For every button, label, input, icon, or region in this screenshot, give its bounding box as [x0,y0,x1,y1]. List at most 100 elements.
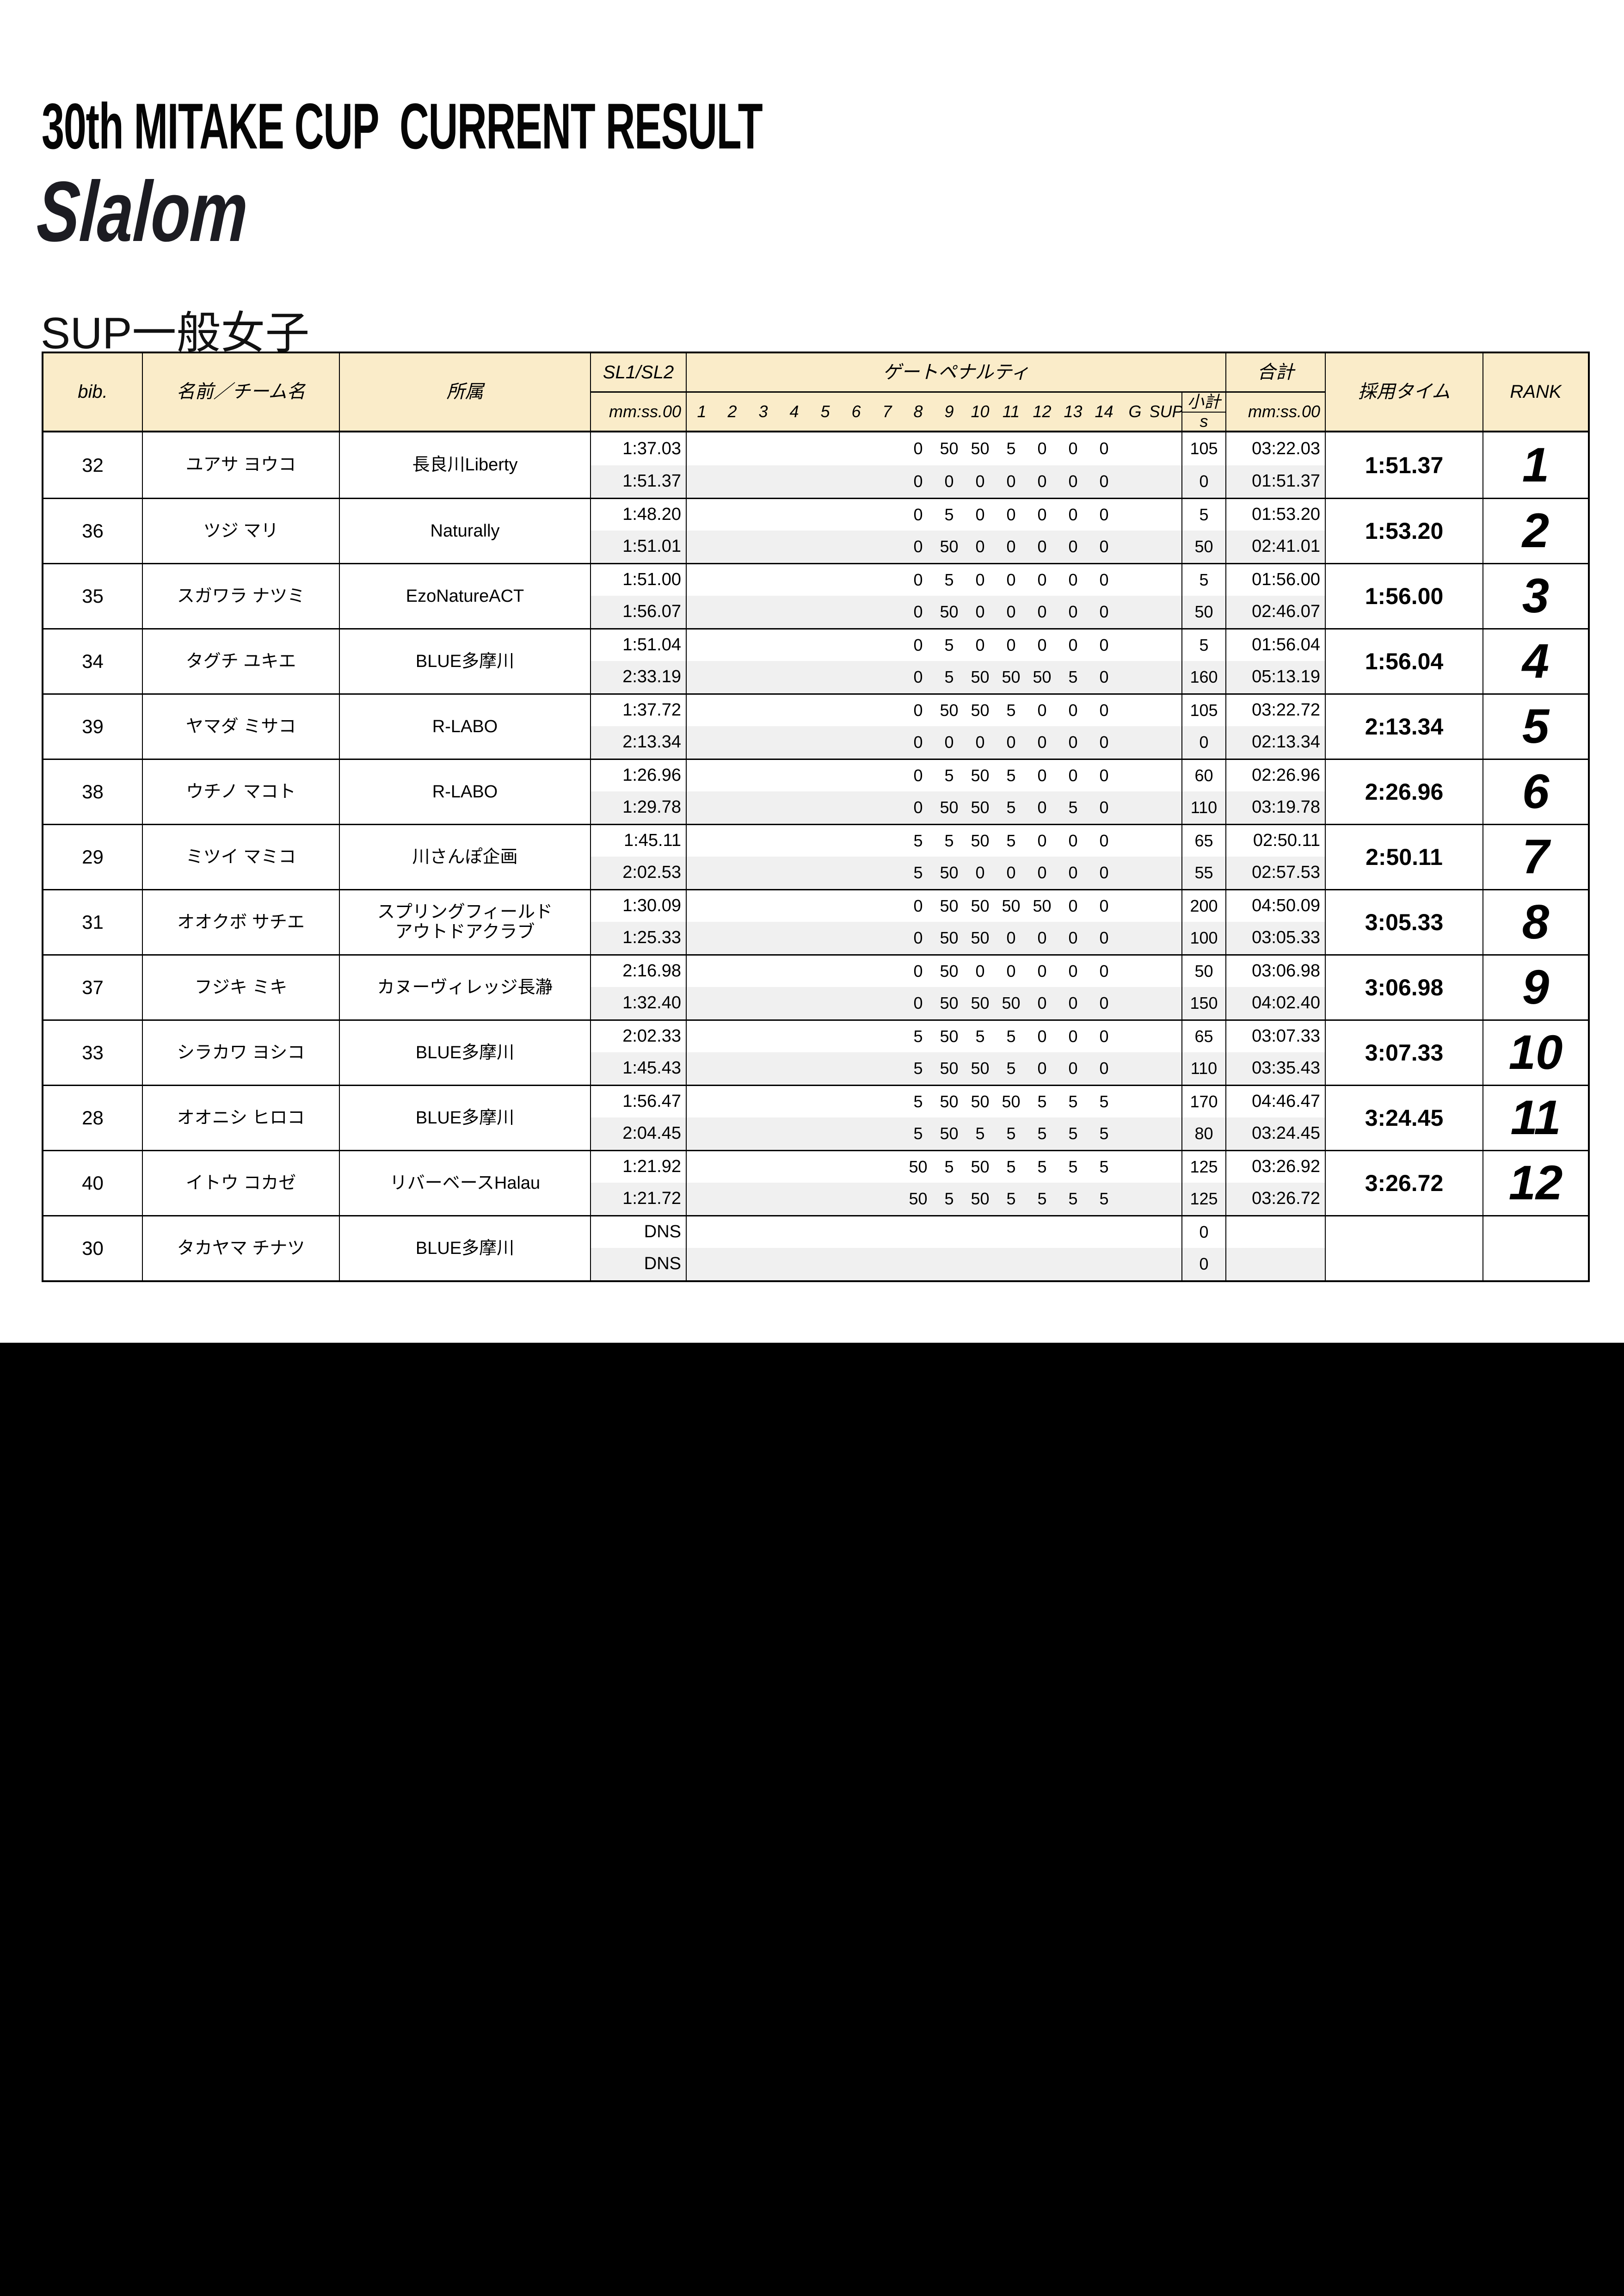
gate-penalty-value: 5 [965,1019,996,1052]
run-time: 1:26.96 [590,759,686,791]
gate-penalty-value [686,432,717,465]
gate-penalty-value: 5 [1027,1117,1058,1150]
gate-penalty-value [810,563,841,596]
subtotal-value: 0 [1181,726,1225,759]
gate-penalty-value: 0 [1058,921,1089,954]
gate-penalty-value [779,563,810,596]
competitor-name: シラカワ ヨシコ [142,1019,339,1085]
gate-penalty-value: 0 [903,498,934,531]
gate-penalty-value [810,824,841,857]
total-time-value: 04:02.40 [1225,987,1325,1019]
adopted-time-value [1325,1215,1483,1280]
gate-penalty-value [965,1215,996,1248]
gate-penalty-value [717,1019,748,1052]
gate-penalty-value [686,726,717,759]
gate-penalty-value [748,824,779,857]
gate-penalty-value: 0 [965,856,996,889]
gate-penalty-value [903,1215,934,1248]
gate-penalty-value [1120,791,1150,824]
gate-penalty-value: 5 [1089,1085,1120,1117]
page-title: 30th MITAKE CUP CURRENT RESULT [42,90,763,162]
column-header-gate-penalty: ゲートペナルティ [686,353,1225,393]
gate-penalty-value [1120,628,1150,661]
adopted-time-value: 3:06.98 [1325,954,1483,1019]
gate-penalty-value [872,954,903,987]
gate-penalty-value [748,759,779,791]
gate-penalty-value: 0 [996,954,1027,987]
affiliation-value: 長良川Liberty [339,432,590,498]
gate-penalty-value [1120,465,1150,498]
rank-value: 2 [1483,498,1588,563]
category-title: SUP一般女子 [41,309,310,358]
total-time-value: 01:56.04 [1225,628,1325,661]
gate-penalty-value [748,1085,779,1117]
column-header-bib: bib. [43,353,142,432]
gate-penalty-value [841,889,872,922]
bib-value: 35 [43,563,142,628]
gate-penalty-value [1120,1085,1150,1117]
gate-penalty-value [841,791,872,824]
gate-penalty-value [810,1019,841,1052]
gate-penalty-value: 5 [996,1150,1027,1183]
gate-penalty-value [748,791,779,824]
total-time-value: 04:50.09 [1225,889,1325,922]
gate-penalty-value [841,1019,872,1052]
gate-penalty-value [1150,465,1181,498]
gate-penalty-value [1150,1150,1181,1183]
gate-penalty-value: 0 [965,628,996,661]
gate-penalty-value [872,465,903,498]
gate-penalty-value [872,628,903,661]
run-time: 1:51.37 [590,465,686,498]
rank-value: 11 [1483,1085,1588,1150]
gate-penalty-value [903,1247,934,1280]
gate-penalty-value: 0 [965,726,996,759]
gate-penalty-value: 0 [1089,889,1120,922]
gate-penalty-value [717,987,748,1019]
gate-penalty-value [717,660,748,693]
gate-header-4: 4 [779,393,810,432]
gate-penalty-value: 50 [1027,660,1058,693]
gate-penalty-value: 0 [1068,439,1078,458]
gate-penalty-value [1150,1215,1181,1248]
gate-penalty-value: 5 [1058,660,1089,693]
gate-penalty-value: 50 [934,791,965,824]
gate-penalty-value [872,693,903,726]
gate-penalty-value [748,530,779,563]
total-time-value [1225,1215,1325,1248]
competitor-name: ミツイ マミコ [142,824,339,889]
gate-penalty-value: 5 [1058,1150,1089,1183]
gate-penalty-value: 0 [1058,595,1089,628]
total-time-value [1225,1247,1325,1280]
subtotal-value: 160 [1181,660,1225,693]
gate-penalty-value [686,1052,717,1085]
gate-penalty-value [841,693,872,726]
total-time-value: 03:06.98 [1225,954,1325,987]
run-time: 1:29.78 [590,791,686,824]
gate-penalty-value [810,1182,841,1215]
run-time: 1:37.72 [590,693,686,726]
gate-header-9: 9 [934,393,965,432]
gate-penalty-value: 5 [1027,1150,1058,1183]
gate-penalty-value [810,693,841,726]
gate-penalty-value: 50 [934,954,965,987]
gate-penalty-value: 0 [996,628,1027,661]
competitor-name: イトウ コカゼ [142,1150,339,1215]
gate-penalty-value: 5 [996,791,1027,824]
gate-penalty-value [841,432,872,465]
subtotal-value: 0 [1181,465,1225,498]
gate-penalty-value [686,791,717,824]
gate-penalty-value [779,660,810,693]
gate-penalty-value [1120,954,1150,987]
affiliation-value: BLUE多摩川 [339,1085,590,1150]
gate-penalty-value: 50 [934,1052,965,1085]
rank-value: 5 [1483,693,1588,759]
gate-penalty-value: 5 [934,1182,965,1215]
run-time: 1:21.92 [590,1150,686,1183]
run-time: 2:33.19 [590,660,686,693]
gate-penalty-value [1150,856,1181,889]
run-time: 1:25.33 [590,921,686,954]
gate-penalty-value [841,1085,872,1117]
gate-penalty-value: 0 [1058,563,1089,596]
gate-penalty-value [810,432,841,465]
gate-penalty-value [717,759,748,791]
